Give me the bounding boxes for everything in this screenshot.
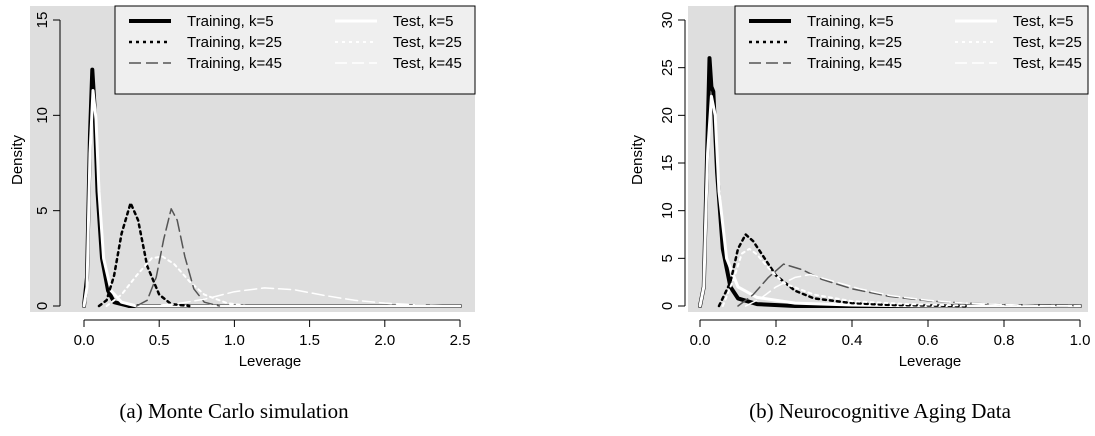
- chart-panel-neurocognitive: 0.0 0.2 0.4 0.6 0.8 1.0 0 5 10 15 20 25 30 Training,…: [629, 5, 1090, 423]
- y-tick-label: 10: [34, 107, 51, 124]
- legend-label: Training, k=5: [807, 13, 894, 30]
- legend-label: Test, k=45: [393, 55, 462, 72]
- x-axis-label: Leverage: [239, 353, 302, 370]
- series-line-2: [717, 233, 968, 308]
- chart-axes: 0.0 0.5 1.0 1.5 2.0 2.5 0 5 10 15: [34, 12, 470, 349]
- legend-label: Test, k=5: [1013, 13, 1073, 30]
- figure-caption: (a) Monte Carlo simulation: [119, 399, 349, 423]
- legend-label: Training, k=45: [187, 55, 282, 72]
- series-line-4: [135, 208, 221, 307]
- y-tick-label: 20: [659, 107, 676, 124]
- y-tick-label: 25: [659, 59, 676, 76]
- x-tick-label: 1.0: [1070, 332, 1091, 349]
- chart-legend: Training, k=5 Test, k=5 Training, k=25 Test…: [734, 5, 1089, 95]
- legend-label: Test, k=25: [1013, 34, 1082, 51]
- legend-label: Training, k=45: [807, 55, 902, 72]
- y-tick-label: 15: [34, 12, 51, 29]
- series-line-1: [698, 94, 1082, 308]
- chart-axes: 0.0 0.2 0.4 0.6 0.8 1.0 0 5 10 15 20 25 30: [659, 12, 1090, 349]
- series-line-4: [737, 263, 1081, 307]
- x-tick-label: 0.0: [690, 332, 711, 349]
- x-axis-label: Leverage: [899, 353, 962, 370]
- y-tick-label: 0: [34, 302, 51, 310]
- y-tick-label: 5: [34, 206, 51, 214]
- y-tick-label: 15: [659, 155, 676, 172]
- x-tick-label: 2.0: [374, 332, 395, 349]
- chart-panel-monte-carlo: 0.0 0.5 1.0 1.5 2.0 2.5 0 5 10 15 Training, k=5 Te…: [9, 5, 476, 423]
- legend-label: Test, k=5: [393, 13, 453, 30]
- figure-caption: (b) Neurocognitive Aging Data: [749, 399, 1012, 423]
- series-line-5: [143, 287, 461, 307]
- series-line-3: [105, 255, 251, 307]
- legend-box: [734, 5, 1089, 95]
- legend-box: [114, 5, 476, 95]
- legend-label: Test, k=45: [1013, 55, 1082, 72]
- x-tick-label: 1.0: [224, 332, 245, 349]
- series-line-2: [97, 201, 191, 308]
- x-tick-label: 2.5: [450, 332, 471, 349]
- legend-label: Test, k=25: [393, 34, 462, 51]
- y-tick-label: 30: [659, 12, 676, 29]
- chart-curves: [82, 67, 462, 308]
- series-line-1: [82, 89, 462, 308]
- x-tick-label: 0.6: [918, 332, 939, 349]
- legend-label: Training, k=25: [187, 34, 282, 51]
- legend-label: Training, k=5: [187, 13, 274, 30]
- y-axis-label: Density: [629, 134, 646, 185]
- x-tick-label: 0.8: [994, 332, 1015, 349]
- series-line-5: [744, 273, 1081, 307]
- x-tick-label: 0.2: [766, 332, 787, 349]
- x-tick-label: 0.0: [74, 332, 95, 349]
- y-tick-label: 5: [659, 254, 676, 262]
- chart-curves: [698, 56, 1082, 308]
- chart-legend: Training, k=5 Test, k=5 Training, k=25 Test…: [114, 5, 476, 95]
- y-tick-label: 0: [659, 302, 676, 310]
- y-tick-label: 10: [659, 202, 676, 219]
- x-tick-label: 1.5: [299, 332, 320, 349]
- x-tick-label: 0.4: [842, 332, 863, 349]
- legend-label: Training, k=25: [807, 34, 902, 51]
- y-axis-label: Density: [9, 134, 26, 185]
- x-tick-label: 0.5: [149, 332, 170, 349]
- series-line-3: [721, 247, 1043, 307]
